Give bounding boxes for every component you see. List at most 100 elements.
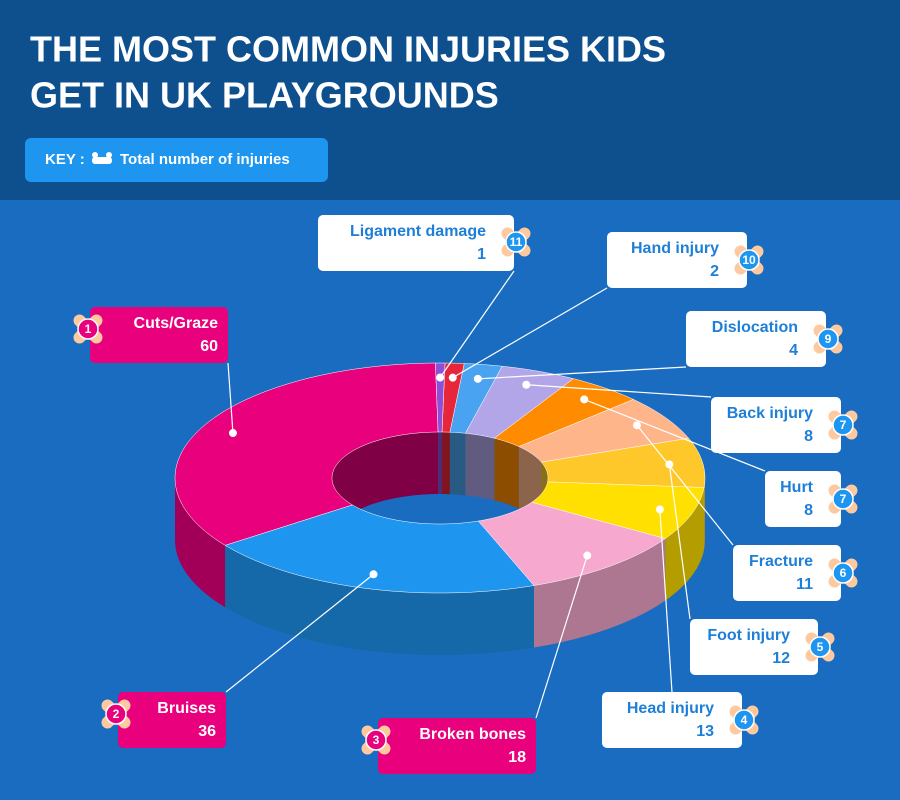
segment xyxy=(449,363,503,434)
label-name: Cuts/Graze xyxy=(134,315,219,332)
label-name: Back injury xyxy=(727,405,813,422)
label-value: 8 xyxy=(804,428,813,445)
leader-line xyxy=(439,270,515,378)
label-name: Bruises xyxy=(157,700,216,717)
label-box xyxy=(602,692,742,748)
leader-line xyxy=(668,464,691,620)
label-name: Hand injury xyxy=(631,240,719,257)
leader-line xyxy=(225,573,374,693)
segment-side xyxy=(494,438,519,509)
leader-line xyxy=(477,366,687,380)
rank-circle xyxy=(365,729,387,751)
leader-line xyxy=(535,555,588,719)
label-value: 4 xyxy=(789,342,798,359)
rank-circle xyxy=(77,318,99,340)
label-value: 1 xyxy=(477,246,486,263)
rank-badge: 2 xyxy=(101,699,131,729)
segment-side xyxy=(175,478,226,608)
key-prefix: KEY : xyxy=(45,151,85,168)
rank-badge: 5 xyxy=(805,632,835,662)
rank-circle xyxy=(817,328,839,350)
leader-dot xyxy=(473,374,482,383)
rank-badge: 6 xyxy=(828,558,858,588)
leader-dot xyxy=(580,395,589,404)
rank-number: 1 xyxy=(85,322,92,336)
rank-badge: 1 xyxy=(73,314,103,344)
segment-side xyxy=(225,545,534,655)
rank-badge: 3 xyxy=(361,725,391,755)
rank-badge: 11 xyxy=(501,227,531,257)
rank-circle xyxy=(809,636,831,658)
rank-badge: 7 xyxy=(828,410,858,440)
leader-dot xyxy=(583,551,592,560)
rank-circle xyxy=(105,703,127,725)
leader-line xyxy=(584,398,766,472)
leader-line xyxy=(636,424,734,546)
label-value: 60 xyxy=(200,338,218,355)
label-box xyxy=(690,619,818,675)
label-box xyxy=(733,545,841,601)
label-box xyxy=(607,232,747,288)
rank-badge: 10 xyxy=(734,245,764,275)
rank-number: 9 xyxy=(825,332,832,346)
label-value: 11 xyxy=(796,576,813,593)
rank-badge: 9 xyxy=(813,324,843,354)
leader-line xyxy=(526,384,712,398)
rank-circle xyxy=(733,709,755,731)
label-value: 18 xyxy=(508,749,526,766)
key-icon xyxy=(92,152,112,164)
rank-number: 6 xyxy=(840,566,847,580)
rank-badge: 7 xyxy=(828,484,858,514)
leader-dot xyxy=(436,373,445,382)
rank-number: 10 xyxy=(742,253,756,267)
leader-line xyxy=(227,362,234,434)
label-value: 36 xyxy=(198,723,216,740)
rank-circle xyxy=(832,488,854,510)
label-name: Head injury xyxy=(627,700,714,717)
label-value: 13 xyxy=(696,723,714,740)
segment-side xyxy=(449,432,466,496)
label-name: Foot injury xyxy=(707,627,790,644)
label-value: 8 xyxy=(804,502,813,519)
segment-side xyxy=(438,432,443,495)
label-name: Ligament damage xyxy=(350,223,486,240)
leader-dot xyxy=(522,380,531,389)
label-box xyxy=(318,215,514,271)
label-box xyxy=(711,397,841,453)
rank-number: 5 xyxy=(817,640,824,654)
segment xyxy=(540,437,706,488)
leader-dot xyxy=(369,570,378,579)
rank-circle xyxy=(832,414,854,436)
rank-circle xyxy=(738,249,760,271)
leader-line xyxy=(452,287,608,379)
rank-number: 2 xyxy=(113,707,120,721)
rank-circle xyxy=(832,562,854,584)
key-label: Total number of injuries xyxy=(120,151,290,168)
label-name: Broken bones xyxy=(419,726,526,743)
segment xyxy=(441,362,465,433)
rank-badge: 4 xyxy=(729,705,759,735)
label-name: Hurt xyxy=(780,479,814,496)
label-box xyxy=(765,471,841,527)
label-box xyxy=(118,692,226,748)
segment-side xyxy=(332,432,439,540)
label-name: Fracture xyxy=(749,553,813,570)
label-value: 2 xyxy=(710,263,719,280)
segment-side xyxy=(442,432,450,495)
rank-number: 11 xyxy=(510,235,523,249)
leader-dot xyxy=(655,505,664,514)
rank-number: 7 xyxy=(840,492,847,506)
segment xyxy=(224,504,535,594)
segment-side xyxy=(704,478,705,550)
label-box xyxy=(90,307,228,363)
segment xyxy=(477,501,666,586)
label-box xyxy=(686,311,826,367)
segment-side xyxy=(665,487,705,601)
leader-line xyxy=(659,509,673,693)
key-box xyxy=(25,138,328,182)
rank-number: 3 xyxy=(373,733,380,747)
label-name: Dislocation xyxy=(712,319,798,336)
segment xyxy=(518,399,690,463)
leader-dot xyxy=(448,373,457,382)
